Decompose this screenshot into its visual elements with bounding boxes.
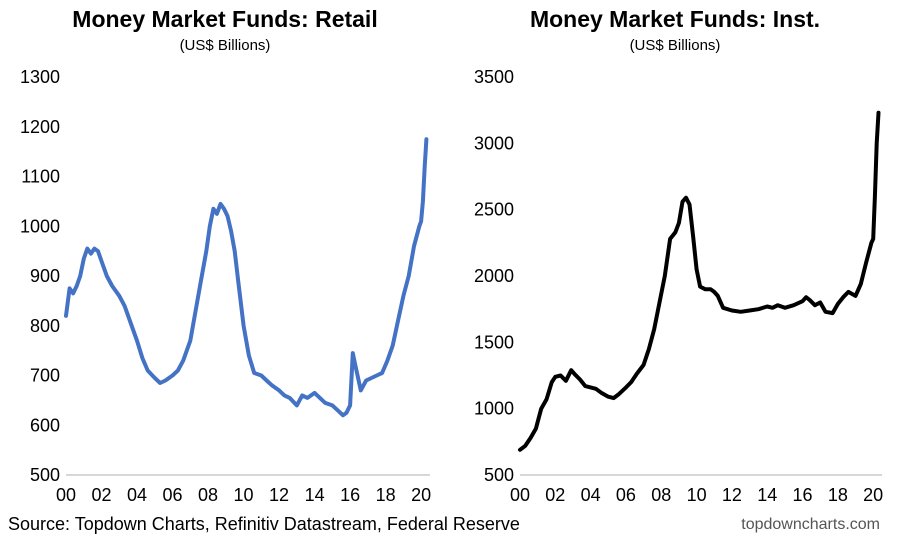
- x-tick-label: 00: [510, 485, 530, 505]
- x-tick-label: 14: [305, 485, 325, 505]
- x-tick-label: 16: [340, 485, 360, 505]
- x-tick-label: 02: [91, 485, 111, 505]
- y-tick-label: 600: [30, 415, 60, 435]
- y-tick-label: 1300: [20, 67, 60, 87]
- series-line: [518, 110, 881, 452]
- y-tick-label: 700: [30, 366, 60, 386]
- x-tick-label: 04: [581, 485, 601, 505]
- y-tick-label: 1500: [474, 332, 514, 352]
- x-tick-label: 06: [163, 485, 183, 505]
- chart-title: Money Market Funds: Inst.: [529, 6, 821, 32]
- y-tick-label: 2500: [474, 200, 514, 220]
- x-tick-label: 04: [127, 485, 147, 505]
- x-tick-label: 20: [863, 485, 883, 505]
- x-tick-label: 00: [56, 485, 76, 505]
- y-tick-label: 1000: [20, 216, 60, 236]
- y-tick-label: 500: [484, 465, 514, 485]
- x-tick-label: 20: [411, 485, 431, 505]
- x-tick-label: 08: [651, 485, 671, 505]
- x-tick-label: 08: [198, 485, 218, 505]
- x-tick-label: 16: [793, 485, 813, 505]
- institutional-chart: 500 1000 1500 2000 2500 3000 3500 00 02 04 06 08 10 1…: [474, 67, 883, 505]
- chart-title: Money Market Funds: Retail: [72, 6, 378, 32]
- y-tick-label: 1200: [20, 117, 60, 137]
- y-tick-label: 3000: [474, 133, 514, 153]
- x-tick-label: 06: [616, 485, 636, 505]
- x-tick-label: 12: [722, 485, 742, 505]
- retail-chart-panel: Money Market Funds: Retail (US$ Billions…: [0, 0, 450, 505]
- y-tick-label: 2000: [474, 266, 514, 286]
- x-tick-label: 14: [757, 485, 777, 505]
- brand-label: topdowncharts.com: [741, 516, 880, 533]
- institutional-chart-panel: Money Market Funds: Inst. (US$ Billions)…: [450, 0, 900, 505]
- chart-subtitle: (US$ Billions): [629, 37, 721, 54]
- y-tick-label: 800: [30, 316, 60, 336]
- retail-chart: 500 600 700 800 900 1000 1100 1200 1300 00 02 04 06 0…: [20, 67, 431, 505]
- x-tick-label: 18: [828, 485, 848, 505]
- x-tick-label: 18: [376, 485, 396, 505]
- y-tick-label: 500: [30, 465, 60, 485]
- chart-subtitle: (US$ Billions): [179, 37, 271, 54]
- y-tick-label: 3500: [474, 67, 514, 87]
- y-tick-label: 1100: [21, 167, 60, 187]
- series-line: [64, 137, 429, 418]
- x-tick-label: 02: [545, 485, 565, 505]
- y-tick-label: 1000: [474, 399, 514, 419]
- x-tick-label: 10: [234, 485, 254, 505]
- x-tick-label: 10: [687, 485, 707, 505]
- x-tick-label: 12: [269, 485, 289, 505]
- y-tick-label: 900: [30, 266, 60, 286]
- source-note: Source: Topdown Charts, Refinitiv Datast…: [8, 514, 520, 534]
